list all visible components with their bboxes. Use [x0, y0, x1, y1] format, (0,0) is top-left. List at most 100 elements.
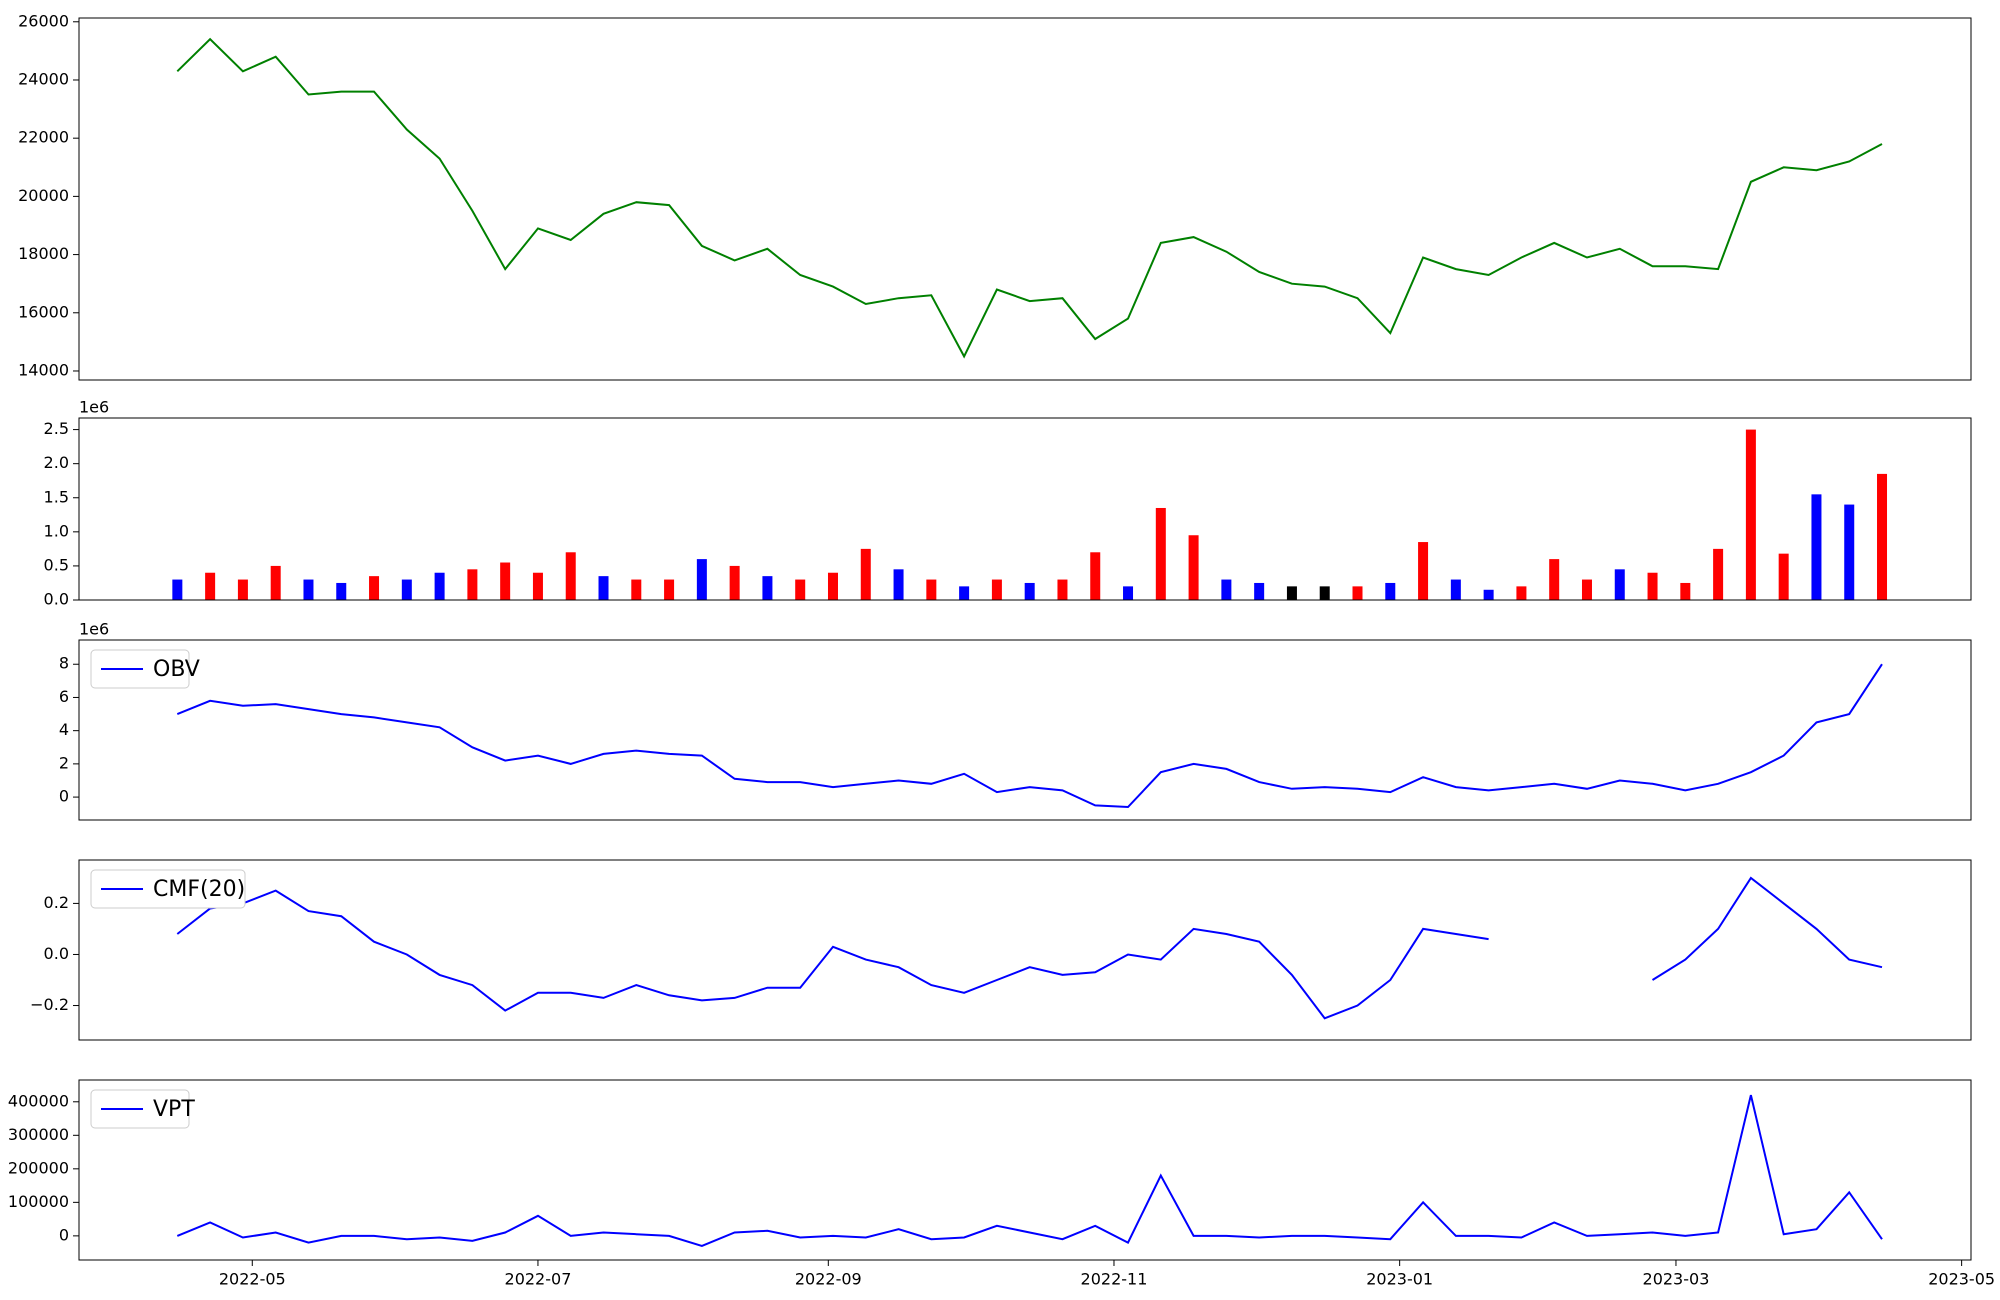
bar — [1713, 548, 1724, 600]
axes-frame — [78, 859, 1972, 1041]
bar — [1581, 579, 1592, 600]
y-tick-label: 2 — [59, 753, 69, 772]
y-tick-label: 0 — [59, 787, 69, 806]
bar — [369, 576, 380, 600]
x-tick-label: 2022-07 — [505, 1270, 572, 1289]
bar — [1352, 586, 1363, 600]
bar — [729, 565, 740, 600]
line — [176, 876, 1883, 1020]
bar — [434, 572, 445, 600]
bar — [1319, 586, 1330, 600]
bar — [205, 572, 216, 600]
y-tick-label: 1.0 — [44, 521, 69, 540]
bar — [827, 572, 838, 600]
legend-label: VPT — [153, 1097, 195, 1122]
y-tick-label: 0.5 — [44, 555, 69, 574]
y-tick-label: 4 — [59, 720, 69, 739]
y-tick-label: 22000 — [18, 128, 69, 147]
bar — [991, 579, 1002, 600]
y-tick-label: 16000 — [18, 302, 69, 321]
bar — [1418, 542, 1429, 600]
bar — [631, 579, 642, 600]
y-tick-label: 8 — [59, 654, 69, 673]
offset-label: 1e6 — [79, 620, 109, 639]
bar — [336, 582, 347, 600]
bar — [1778, 553, 1789, 600]
bar — [1188, 535, 1199, 600]
bar — [1483, 589, 1494, 600]
y-tick-label: 0.2 — [44, 893, 69, 912]
bar — [270, 565, 281, 600]
bar — [860, 548, 871, 600]
bar — [303, 579, 314, 600]
bar — [1254, 582, 1265, 600]
y-tick-label: 26000 — [18, 11, 69, 30]
y-tick-label: 1.5 — [44, 487, 69, 506]
legend-label: CMF(20) — [153, 877, 245, 902]
bar — [1155, 507, 1166, 600]
y-tick-label: 0 — [59, 1225, 69, 1244]
bar — [401, 579, 412, 600]
bar — [1844, 504, 1855, 600]
bar — [500, 562, 511, 600]
bar — [664, 579, 675, 600]
y-tick-label: −0.2 — [30, 995, 69, 1014]
x-tick-label: 2022-05 — [219, 1270, 286, 1289]
bar — [598, 576, 609, 600]
legend-label: OBV — [153, 657, 200, 682]
bar — [762, 576, 773, 600]
axes-frame — [78, 1079, 1972, 1261]
offset-label: 1e6 — [79, 398, 109, 417]
x-tick-label: 2023-03 — [1643, 1270, 1710, 1289]
x-tick-label: 2023-01 — [1366, 1270, 1433, 1289]
line — [176, 1094, 1883, 1247]
y-tick-label: 0.0 — [44, 590, 69, 609]
bar — [1221, 579, 1232, 600]
axes-frame — [78, 417, 1972, 601]
bar — [893, 569, 904, 600]
bar — [565, 552, 576, 600]
bar — [1286, 586, 1297, 600]
y-tick-label: 6 — [59, 687, 69, 706]
bar — [1877, 473, 1888, 600]
y-tick-label: 2.0 — [44, 453, 69, 472]
y-tick-label: 2.5 — [44, 419, 69, 438]
bar — [1123, 586, 1134, 600]
bar — [172, 579, 183, 600]
bar — [1516, 586, 1527, 600]
bar — [237, 579, 248, 600]
y-tick-label: 0.0 — [44, 944, 69, 963]
y-tick-label: 300000 — [8, 1125, 69, 1144]
bar — [1680, 582, 1691, 600]
bar — [1024, 582, 1035, 600]
axes-frame — [78, 17, 1972, 381]
legend-box — [90, 869, 246, 909]
bar — [926, 579, 937, 600]
bar — [1385, 582, 1396, 600]
y-tick-label: 400000 — [8, 1091, 69, 1110]
bar — [1745, 429, 1756, 600]
bar — [1811, 494, 1822, 600]
x-tick-label: 2022-09 — [795, 1270, 862, 1289]
bar — [1450, 579, 1461, 600]
bar — [1090, 552, 1101, 600]
bar — [532, 572, 543, 600]
bar — [1614, 569, 1625, 600]
bar — [1647, 572, 1658, 600]
y-tick-label: 20000 — [18, 186, 69, 205]
x-tick-label: 2023-05 — [1928, 1270, 1995, 1289]
bar — [1057, 579, 1068, 600]
bar — [696, 559, 707, 600]
bar — [467, 569, 478, 600]
y-tick-label: 24000 — [18, 69, 69, 88]
y-tick-label: 200000 — [8, 1158, 69, 1177]
bar — [1549, 559, 1560, 600]
y-tick-label: 100000 — [8, 1192, 69, 1211]
bar — [959, 586, 970, 600]
bar — [795, 579, 806, 600]
line — [176, 663, 1883, 809]
line — [176, 37, 1883, 359]
y-tick-label: 18000 — [18, 244, 69, 263]
y-tick-label: 14000 — [18, 360, 69, 379]
